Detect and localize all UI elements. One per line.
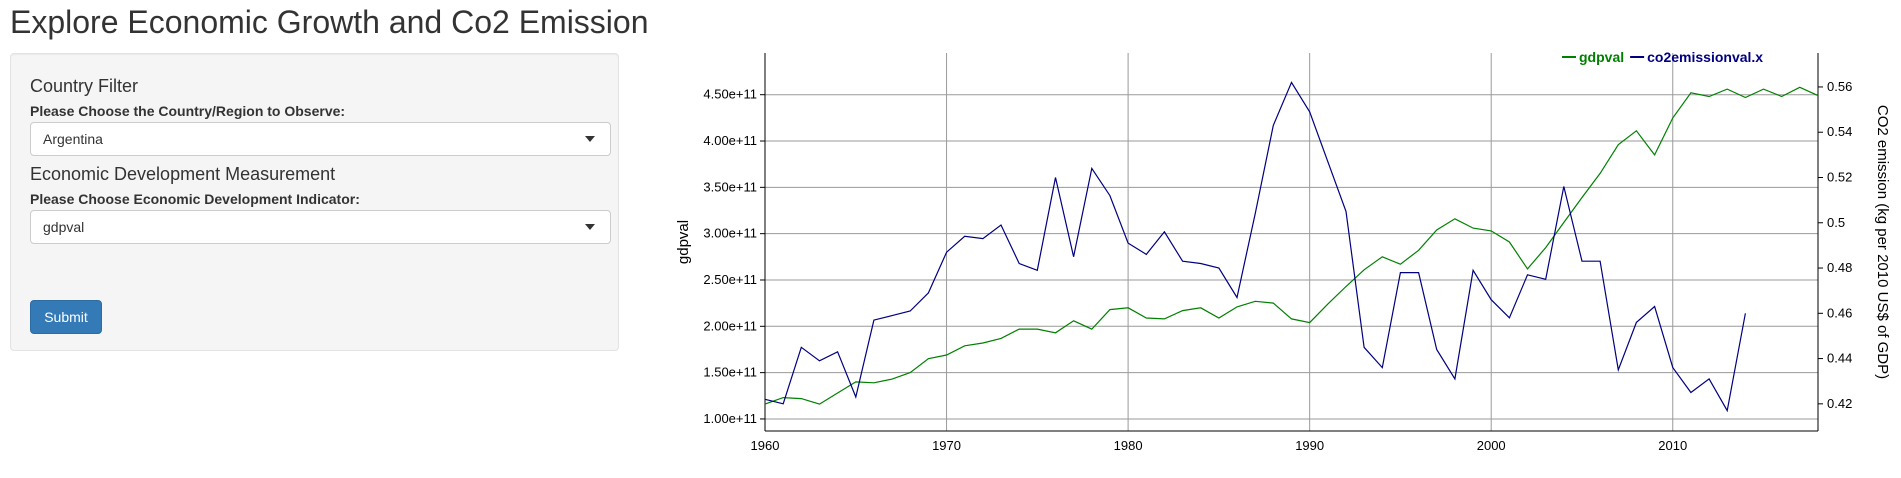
series-line-gdpval <box>764 86 1819 405</box>
y-tick-label: 1.00e+11 <box>703 411 757 426</box>
economic-measure-heading: Economic Development Measurement <box>30 164 336 184</box>
indicator-select-value: gdpval <box>43 219 85 235</box>
series-line-co2emissionval-x <box>764 81 1746 413</box>
x-tick-label: 1980 <box>1114 438 1143 453</box>
legend-label: gdpval <box>1579 49 1624 65</box>
x-tick-label: 1960 <box>751 438 780 453</box>
y-tick-label: 2.00e+11 <box>703 318 757 333</box>
y-axis-title: gdpval <box>675 220 692 264</box>
y2-tick-label: 0.42 <box>1827 396 1852 411</box>
x-tick-label: 1970 <box>932 438 961 453</box>
country-select-label: Please Choose the Country/Region to Obse… <box>30 103 346 119</box>
x-tick-label: 2010 <box>1658 438 1687 453</box>
y2-tick-label: 0.46 <box>1827 305 1852 320</box>
y-tick-label: 4.50e+11 <box>703 87 757 102</box>
submit-button[interactable]: Submit <box>30 300 102 334</box>
indicator-select-label: Please Choose Economic Development Indic… <box>30 191 360 207</box>
x-tick-label: 1990 <box>1295 438 1324 453</box>
y2-tick-label: 0.5 <box>1827 215 1845 230</box>
y-tick-label: 1.50e+11 <box>703 365 757 380</box>
country-select-value: Argentina <box>43 131 103 147</box>
y2-tick-label: 0.54 <box>1827 124 1852 139</box>
y2-tick-label: 0.56 <box>1827 79 1852 94</box>
y-tick-label: 3.50e+11 <box>703 179 757 194</box>
legend-label: co2emissionval.x <box>1647 49 1763 65</box>
y-tick-label: 4.00e+11 <box>703 133 757 148</box>
chevron-down-icon[interactable] <box>585 224 595 230</box>
x-tick-label: 2000 <box>1477 438 1506 453</box>
page-title: Explore Economic Growth and Co2 Emission <box>10 4 649 40</box>
y2-tick-label: 0.52 <box>1827 169 1852 184</box>
gdp-co2-chart: 1960 1970 1980 1990 2000 2010 1.00e+11 1.50e+11… <box>675 49 1890 453</box>
y-tick-label: 2.50e+11 <box>703 272 757 287</box>
indicator-select[interactable]: gdpval <box>30 210 611 244</box>
country-select[interactable]: Argentina <box>30 122 611 156</box>
country-filter-heading: Country Filter <box>30 76 139 96</box>
y-tick-label: 3.00e+11 <box>703 226 757 241</box>
sidebar-panel: Country Filter Please Choose the Country… <box>10 53 619 351</box>
y2-tick-label: 0.44 <box>1827 351 1852 366</box>
y2-tick-label: 0.48 <box>1827 260 1852 275</box>
y2-axis-title: CO2 emission (kg per 2010 US$ of GDP) <box>1874 105 1890 379</box>
chevron-down-icon[interactable] <box>585 136 595 142</box>
